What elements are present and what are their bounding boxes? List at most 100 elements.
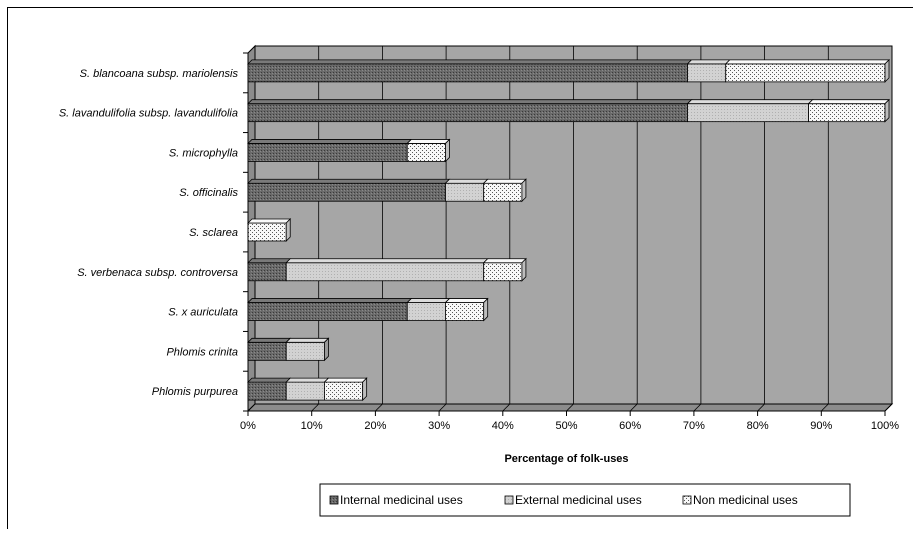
bar-face [285, 341, 325, 361]
bar-top [444, 298, 489, 303]
bar-segment-internal [247, 337, 292, 361]
gridline-floor [566, 403, 574, 412]
bar-top [406, 139, 451, 144]
bar-segment-external [686, 59, 731, 83]
bar-end-cap [324, 337, 329, 362]
x-tick-label: 80% [747, 420, 769, 432]
bar-top [247, 59, 693, 65]
bar-top [482, 178, 527, 184]
bar-end-cap [884, 58, 890, 83]
x-tick-label: 20% [364, 420, 386, 432]
bar-face [247, 182, 446, 202]
bar-segment-non-medicinal [444, 298, 489, 321]
bar-top [724, 59, 890, 65]
bar-face [247, 222, 287, 242]
bar-top [686, 99, 814, 105]
bar-end-cap [521, 178, 527, 203]
bar-top [247, 178, 451, 184]
bar-segment-internal [247, 59, 693, 83]
bar-end-cap [362, 377, 368, 402]
bar-top [444, 178, 489, 184]
legend-swatch [682, 495, 692, 505]
bar-face [247, 381, 287, 401]
legend-swatch [504, 495, 514, 505]
bar-top [285, 377, 330, 383]
category-label: S. x auriculata [168, 307, 238, 319]
bar-segment-internal [247, 139, 413, 162]
bar-face [725, 63, 886, 83]
bar-segment-external [406, 298, 451, 321]
x-tick-label: 50% [555, 420, 577, 432]
x-tick-label: 90% [810, 420, 832, 432]
bar-face [445, 182, 485, 202]
category-label: S. lavandulifolia subsp. lavandulifolia [59, 108, 238, 120]
gridline-floor [757, 403, 765, 412]
gridline-floor [502, 403, 511, 412]
bar-segment-non-medicinal [247, 218, 292, 242]
legend-label: Internal medicinal uses [340, 493, 463, 507]
legend: Internal medicinal uses External medicina… [319, 483, 851, 517]
bar-top [247, 298, 413, 303]
labels: S. blancoana subsp. mariolensis S. lavand… [59, 68, 899, 465]
bar-face [247, 103, 688, 123]
x-tick-label: 10% [301, 420, 323, 432]
bar-face [247, 341, 287, 361]
bar-top [247, 377, 292, 383]
chart-frame [7, 7, 913, 529]
bar-face [247, 143, 408, 162]
x-tick-label: 60% [619, 420, 641, 432]
gridline-floor [884, 403, 893, 412]
bar-face [247, 63, 688, 83]
bar-top [247, 139, 413, 144]
legend-label: Non medicinal uses [693, 493, 798, 507]
bar-top [247, 99, 693, 105]
bar-segment-external [444, 178, 489, 202]
bar-top [247, 258, 292, 264]
bar-top [323, 377, 368, 383]
bar-end-cap [483, 297, 489, 322]
bar-segment-internal [247, 258, 292, 282]
gridline-floor [693, 403, 702, 412]
bar-top [247, 218, 292, 224]
bar-segment-non-medicinal [323, 377, 368, 401]
bar-segment-internal [247, 99, 693, 123]
category-label: S. verbenaca subsp. controversa [77, 267, 238, 279]
bar-end-cap [445, 138, 450, 163]
axes [243, 52, 886, 416]
x-tick-label: 70% [683, 420, 705, 432]
category-label: S. officinalis [179, 187, 238, 199]
legend-swatch [329, 495, 339, 505]
category-label: Phlomis crinita [166, 346, 238, 358]
bar-top [686, 59, 731, 65]
bar-face [247, 262, 287, 282]
category-label: S. blancoana subsp. mariolensis [80, 68, 239, 80]
bar-end-cap [285, 218, 291, 242]
x-tick-label: 100% [871, 420, 899, 432]
category-label: S. sclarea [189, 227, 238, 239]
x-axis-title: Percentage of folk-uses [504, 453, 628, 465]
gridline-floor [821, 403, 829, 412]
bar-face [445, 302, 485, 321]
bar-segment-external [686, 99, 814, 123]
bar-top [285, 337, 330, 343]
bar-top [807, 99, 890, 105]
legend-box [319, 483, 851, 517]
bar-segment-internal [247, 178, 451, 202]
bar-end-cap [521, 257, 527, 282]
category-label: S. microphylla [169, 147, 238, 159]
bar-segment-external [285, 337, 330, 361]
bar-face [324, 381, 364, 401]
bar-segment-non-medicinal [807, 99, 890, 123]
gridline-floor [311, 403, 319, 412]
bar-end-cap [884, 98, 890, 123]
bar-segment-external [285, 258, 489, 282]
gridline-floor [629, 403, 638, 412]
x-tick-label: 0% [240, 420, 256, 432]
bar-face [687, 63, 727, 83]
bar-face [285, 262, 485, 282]
bar-face [406, 302, 446, 321]
bar-top [247, 337, 292, 343]
category-label: Phlomis purpurea [152, 386, 238, 398]
bar-segment-internal [247, 377, 292, 401]
